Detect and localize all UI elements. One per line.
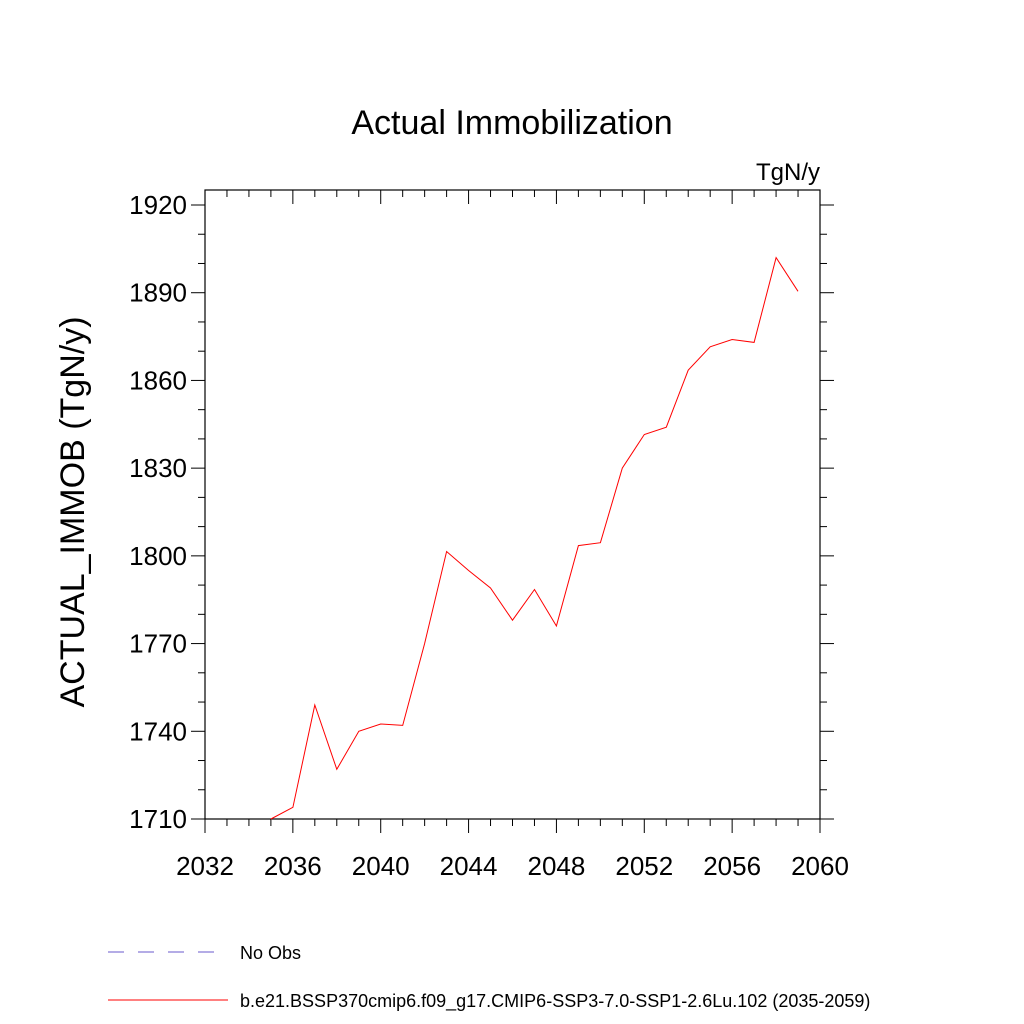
data-point (291, 805, 295, 809)
data-point (796, 289, 800, 293)
y-tick-label: 1890 (129, 278, 187, 308)
data-point (467, 568, 471, 572)
y-axis-label: ACTUAL_IMMOB (TgN/y) (54, 316, 92, 707)
data-point (532, 587, 536, 591)
data-point (423, 642, 427, 646)
data-point (686, 368, 690, 372)
y-tick-label: 1920 (129, 190, 187, 220)
data-point (335, 767, 339, 771)
x-tick-label: 2032 (176, 851, 234, 881)
y-tick-label: 1740 (129, 716, 187, 746)
data-point (664, 425, 668, 429)
data-point (642, 433, 646, 437)
y-tick-label: 1860 (129, 365, 187, 395)
data-point (489, 586, 493, 590)
data-point (554, 624, 558, 628)
units-label: TgN/y (756, 159, 820, 186)
x-tick-label: 2044 (440, 851, 498, 881)
data-point (708, 345, 712, 349)
x-tick-label: 2048 (528, 851, 586, 881)
data-point (313, 703, 317, 707)
x-tick-label: 2056 (703, 851, 761, 881)
data-point (774, 256, 778, 260)
data-point (269, 817, 273, 821)
x-tick-label: 2036 (264, 851, 322, 881)
plot-area: 2032 2036 2040 2044 2048 2052 2056 2060 1710 1740… (129, 189, 849, 881)
data-point (445, 549, 449, 553)
data-point (620, 466, 624, 470)
data-point (752, 340, 756, 344)
data-point (357, 729, 361, 733)
series-line (270, 256, 799, 820)
y-tick-label: 1770 (129, 629, 187, 659)
data-point (379, 722, 383, 726)
data-point (730, 337, 734, 341)
legend: No Obs b.e21.BSSP370cmip6.f09_g17.CMIP6-S… (108, 943, 870, 1012)
x-tick-label: 2040 (352, 851, 410, 881)
data-point (576, 544, 580, 548)
x-tick-label: 2052 (615, 851, 673, 881)
data-point (598, 541, 602, 545)
chart-title: Actual Immobilization (351, 104, 672, 142)
y-tick-label: 1830 (129, 453, 187, 483)
x-tick-label: 2060 (791, 851, 849, 881)
data-point (401, 723, 405, 727)
legend-label: No Obs (240, 943, 301, 963)
legend-label: b.e21.BSSP370cmip6.f09_g17.CMIP6-SSP3-7.… (240, 991, 870, 1012)
y-tick-label: 1800 (129, 541, 187, 571)
y-tick-label: 1710 (129, 804, 187, 834)
plot-frame (204, 189, 821, 820)
data-point (511, 618, 515, 622)
